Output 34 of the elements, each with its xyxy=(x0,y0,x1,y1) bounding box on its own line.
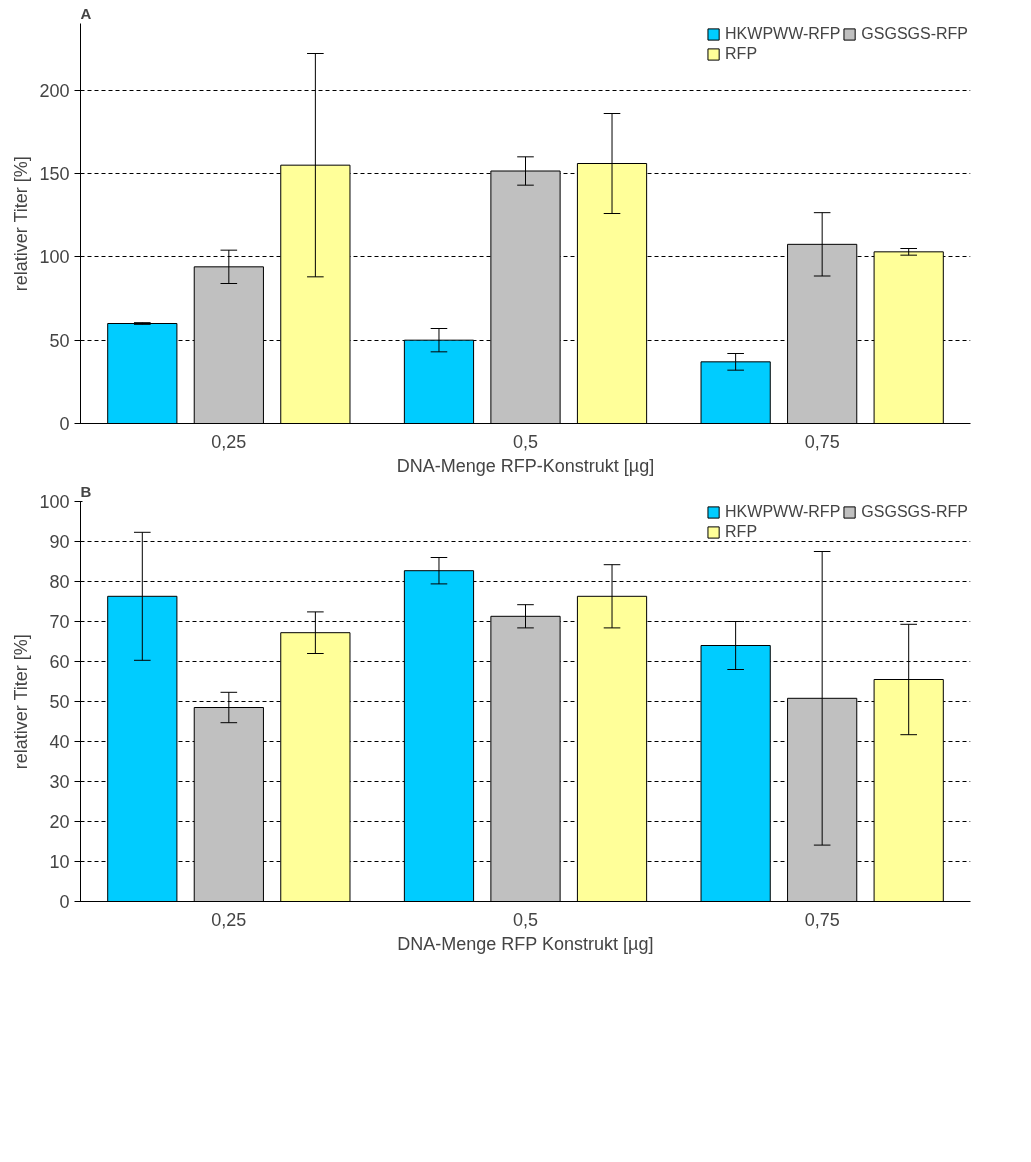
y-tick-label: 40 xyxy=(49,732,70,752)
y-tick-label: 150 xyxy=(39,164,70,184)
legend-label: HKWPWW-RFP xyxy=(725,25,841,43)
legend-label: RFP xyxy=(725,45,758,63)
y-tick-label: 0 xyxy=(59,892,70,912)
chart-title: A xyxy=(80,4,92,22)
y-tick-label: 0 xyxy=(59,414,70,434)
y-tick-label: 30 xyxy=(49,772,70,792)
y-tick-label: 100 xyxy=(39,247,70,268)
legend-label: GSGSGS-RFP xyxy=(861,25,968,43)
y-tick-label: 60 xyxy=(49,652,70,672)
chart-title: B xyxy=(80,482,92,500)
y-axis-title: relativer Titer [%] xyxy=(11,634,32,770)
x-axis-title: DNA-Menge RFP-Konstrukt [µg] xyxy=(396,455,655,476)
y-tick-label: 100 xyxy=(39,492,70,512)
x-tick-label: 0,5 xyxy=(512,909,539,930)
y-axis-title: relativer Titer [%] xyxy=(11,156,32,292)
y-tick-label: 10 xyxy=(49,852,70,872)
legend-label: HKWPWW-RFP xyxy=(725,503,841,521)
x-tick-label: 0,75 xyxy=(804,431,840,452)
y-tick-label: 70 xyxy=(49,612,70,632)
x-tick-label: 0,25 xyxy=(211,909,247,930)
y-tick-label: 20 xyxy=(49,812,70,832)
x-tick-label: 0,25 xyxy=(211,431,247,452)
legend-label: RFP xyxy=(725,523,758,541)
x-axis-title: DNA-Menge RFP Konstrukt [µg] xyxy=(397,933,654,954)
y-tick-label: 90 xyxy=(49,532,70,552)
x-tick-label: 0,75 xyxy=(804,909,840,930)
y-tick-label: 50 xyxy=(49,330,70,351)
y-tick-label: 200 xyxy=(39,80,70,101)
y-tick-label: 80 xyxy=(49,572,70,592)
y-tick-label: 50 xyxy=(49,692,70,712)
x-tick-label: 0,5 xyxy=(512,431,539,452)
legend-label: GSGSGS-RFP xyxy=(861,503,968,521)
